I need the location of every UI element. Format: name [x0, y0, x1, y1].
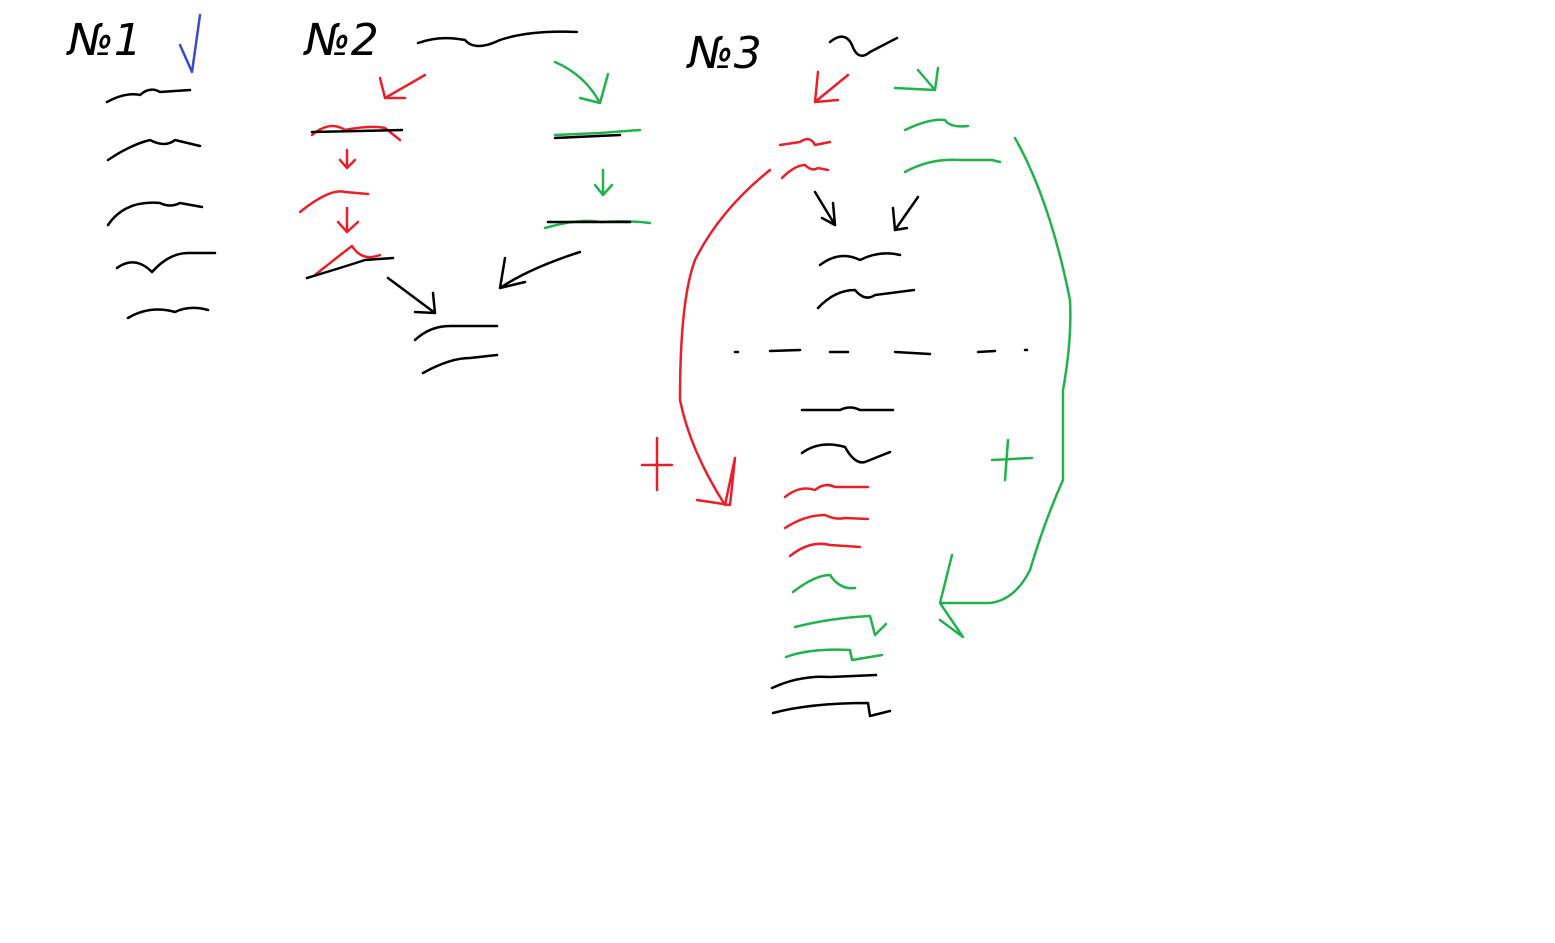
line-scribble — [903, 118, 970, 132]
check-mark — [178, 13, 202, 74]
line-scribble — [791, 573, 857, 594]
line-scribble — [770, 673, 878, 690]
line-scribble — [783, 483, 870, 499]
plus-sign — [640, 436, 674, 492]
line-scribble — [126, 306, 210, 320]
arrow — [553, 60, 610, 105]
line-scribble — [800, 443, 892, 464]
line-scribble — [106, 138, 202, 162]
arrow — [893, 66, 940, 92]
line-scribble — [771, 701, 892, 718]
curved-arrow — [938, 136, 1072, 639]
line-scribble — [780, 163, 830, 180]
line-scribble — [553, 133, 622, 140]
line-scribble — [313, 244, 382, 277]
line-scribble — [416, 30, 579, 48]
label: №2 — [302, 15, 379, 66]
line-scribble — [298, 190, 370, 214]
label: №3 — [685, 28, 762, 79]
line-scribble — [800, 406, 895, 412]
line-scribble — [818, 252, 902, 267]
arrow — [378, 73, 427, 100]
arrow — [338, 148, 357, 170]
arrow — [813, 190, 837, 227]
line-scribble — [105, 88, 192, 104]
line-scribble — [783, 513, 870, 530]
dashed-divider — [733, 348, 1029, 356]
column-1 — [105, 13, 217, 320]
curved-arrow — [678, 168, 772, 507]
arrow — [386, 276, 437, 315]
arrow — [891, 195, 920, 232]
plus-sign — [990, 438, 1034, 482]
line-scribble — [816, 288, 916, 310]
line-scribble — [310, 128, 404, 134]
arrow — [336, 206, 360, 234]
arrow — [813, 70, 850, 104]
line-scribble — [115, 251, 217, 274]
line-scribble — [903, 158, 1002, 174]
line-scribble — [778, 137, 832, 147]
line-scribble — [421, 353, 499, 375]
arrow — [593, 168, 614, 197]
line-scribble — [413, 324, 499, 342]
line-scribble — [828, 35, 899, 57]
line-scribble — [553, 128, 642, 137]
line-scribble — [305, 256, 395, 280]
arrow — [498, 250, 582, 290]
line-scribble — [784, 648, 884, 662]
line-scribble — [106, 201, 204, 227]
line-scribble — [310, 124, 402, 142]
line-scribble — [793, 614, 888, 637]
label: №1 — [65, 15, 142, 66]
line-scribble — [788, 542, 862, 558]
column-3 — [640, 35, 1072, 718]
column-2 — [298, 30, 652, 375]
